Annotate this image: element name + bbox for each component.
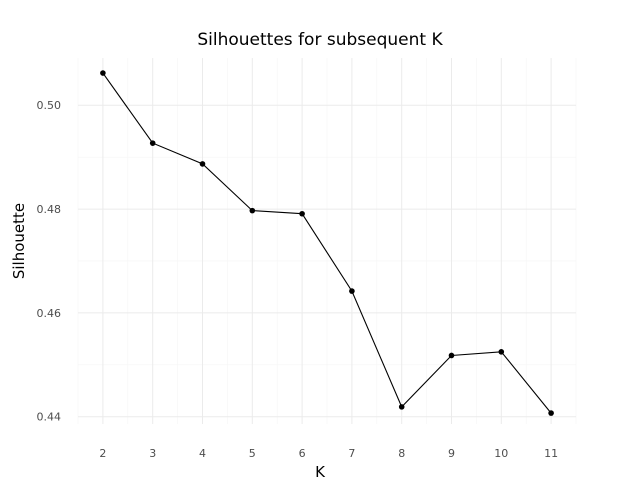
y-axis-title: Silhouette (10, 203, 28, 279)
x-axis-title: K (315, 463, 326, 480)
data-point (398, 404, 405, 410)
x-tick-label: 2 (99, 447, 106, 460)
y-tick-label: 0.50 (37, 99, 62, 112)
data-point (100, 70, 106, 76)
y-tick-label: 0.48 (37, 203, 62, 216)
data-point (498, 349, 505, 355)
data-point (249, 207, 256, 214)
data-point (448, 352, 455, 359)
x-tick-label: 4 (199, 447, 206, 460)
x-tick-label: 11 (544, 447, 558, 460)
grid (77, 58, 577, 424)
x-tick-label: 9 (448, 447, 455, 460)
y-tick-labels: 0.44 0.46 0.48 0.50 (37, 99, 62, 423)
x-tick-label: 8 (398, 447, 405, 460)
data-point (548, 410, 554, 416)
y-tick-label: 0.44 (37, 411, 62, 424)
x-tick-label: 7 (348, 447, 355, 460)
data-point (349, 288, 355, 294)
data-points (100, 70, 554, 416)
data-point (149, 140, 156, 146)
chart-title: Silhouettes for subsequent K (197, 30, 443, 50)
x-tick-label: 3 (149, 447, 156, 460)
y-tick-label: 0.46 (37, 307, 62, 320)
x-tick-labels: 2 3 4 5 6 7 8 9 10 11 (99, 447, 558, 460)
data-point (299, 210, 305, 217)
x-tick-label: 10 (494, 447, 508, 460)
x-tick-label: 5 (249, 447, 256, 460)
series-line (102, 72, 552, 414)
data-point (199, 161, 206, 167)
x-tick-label: 6 (299, 447, 306, 460)
